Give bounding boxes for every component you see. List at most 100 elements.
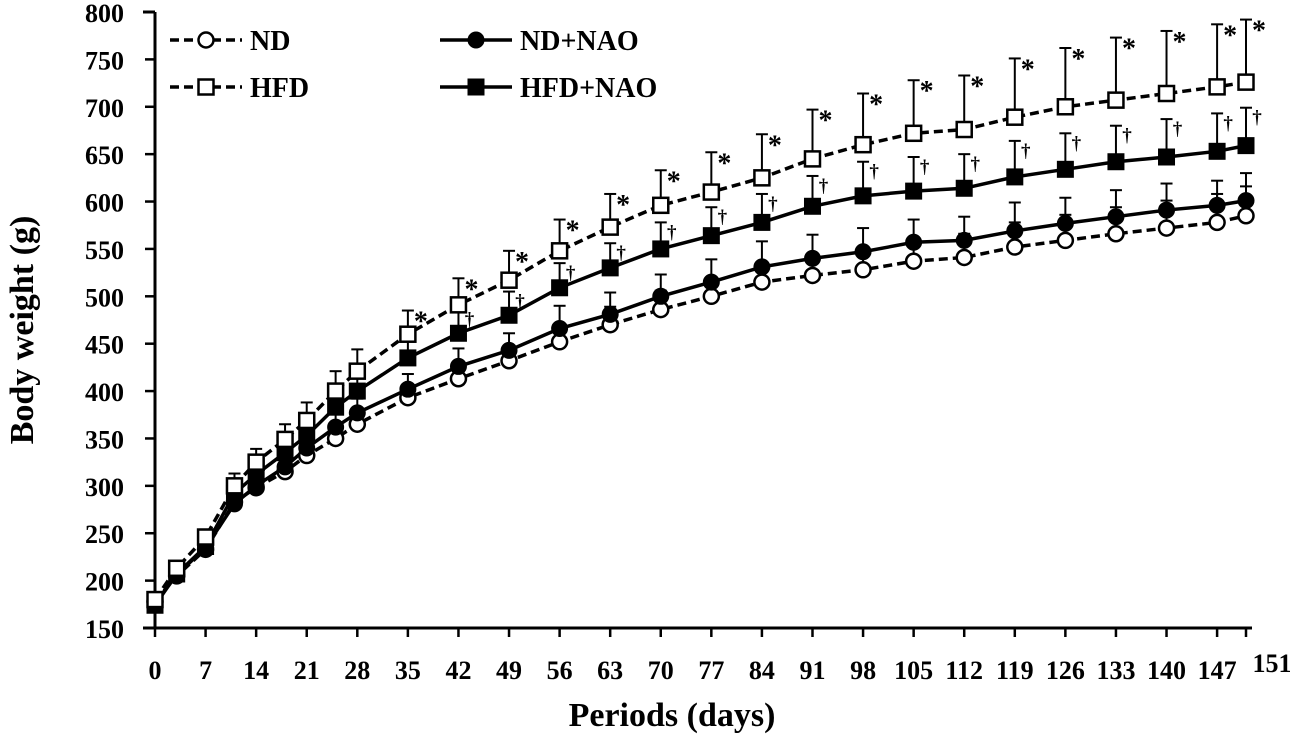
x-tick-label: 35 [395, 656, 421, 685]
legend-marker [197, 78, 215, 96]
data-point [753, 258, 771, 276]
data-point [854, 261, 872, 279]
y-axis-label: Body weight (g) [4, 216, 41, 445]
x-tick-label: 84 [749, 656, 775, 685]
significance-dagger: † [1072, 133, 1082, 154]
legend-marker [467, 78, 485, 96]
data-point [500, 271, 518, 289]
y-tick-label: 150 [85, 615, 124, 644]
y-tick-label: 600 [85, 189, 124, 218]
significance-star: * [1122, 34, 1136, 65]
data-point [326, 382, 345, 400]
legend-marker [197, 31, 215, 49]
legend-item-hfd-nao: HFD+NAO [440, 73, 657, 104]
y-tick-label: 300 [85, 473, 124, 502]
data-point [702, 183, 721, 201]
significance-dagger: † [616, 243, 626, 264]
data-point [753, 273, 771, 291]
y-tick-label: 650 [85, 141, 124, 170]
significance-star: * [566, 216, 580, 247]
series-points-nd-nao [146, 192, 1255, 612]
significance-star: * [869, 90, 883, 121]
data-point [1158, 201, 1176, 219]
x-tick-label: 21 [294, 656, 320, 685]
y-tick-label: 750 [85, 46, 124, 75]
significance-star: * [1223, 20, 1237, 51]
data-point [146, 590, 164, 609]
legend-item-nd-nao: ND+NAO [440, 26, 639, 57]
x-tick-label: 70 [648, 656, 674, 685]
data-point [551, 279, 569, 297]
significance-star: * [818, 106, 832, 137]
data-point [753, 213, 771, 231]
data-point [955, 179, 973, 197]
error-bars-hfd-nao [149, 106, 1252, 606]
x-tick-label: 105 [894, 656, 933, 685]
data-point [276, 458, 294, 476]
data-point [449, 324, 467, 342]
legend: ND ND+NAO HFD HFD+NAO [170, 26, 657, 104]
significance-star: * [1021, 54, 1035, 85]
data-point [803, 249, 821, 267]
data-point [276, 430, 294, 449]
data-point [1006, 222, 1024, 240]
data-point [1237, 137, 1255, 155]
data-point [449, 296, 468, 314]
data-point [1006, 238, 1024, 256]
data-point [1208, 78, 1226, 96]
significance-star: * [1071, 44, 1085, 75]
data-point [1157, 219, 1176, 237]
x-tick-label: 56 [547, 656, 573, 685]
x-tick-label: 7 [199, 656, 212, 685]
data-point [1056, 214, 1074, 232]
data-point [601, 218, 619, 236]
data-point [955, 231, 973, 249]
data-point [1208, 142, 1226, 160]
data-point [1006, 108, 1024, 126]
x-tick-label: 42 [445, 656, 471, 685]
significance-dagger: † [768, 194, 778, 215]
series-points-nd [146, 207, 1255, 611]
legend-label: HFD [250, 73, 309, 104]
significance-star: * [768, 130, 782, 161]
data-point [1107, 208, 1125, 226]
data-point [247, 453, 265, 471]
data-point [904, 252, 923, 270]
y-tick-label: 550 [85, 236, 124, 265]
significance-star: * [920, 76, 934, 107]
x-tick-label: 133 [1096, 656, 1135, 685]
data-point [1107, 153, 1125, 171]
data-point [1208, 213, 1226, 232]
significance-star: * [464, 274, 478, 305]
data-point [955, 120, 973, 139]
significance-dagger: † [465, 310, 475, 331]
data-point [803, 266, 822, 285]
legend-label: HFD+NAO [520, 73, 657, 104]
data-point [167, 559, 186, 578]
significance-dagger: † [667, 222, 677, 243]
x-tick-label: 147 [1198, 656, 1237, 685]
data-point [1208, 196, 1226, 214]
significance-dagger: † [718, 207, 728, 228]
y-tick-label: 450 [85, 331, 124, 360]
x-tick-label: 28 [344, 656, 370, 685]
significance-dagger: † [970, 154, 980, 175]
data-point [1237, 192, 1255, 210]
data-point [854, 243, 872, 261]
data-point [1237, 207, 1255, 225]
error-bars-hfd [149, 18, 1252, 600]
data-point [1056, 160, 1074, 178]
significance-dagger: † [819, 176, 829, 197]
data-point [348, 404, 366, 422]
x-tick-label: 126 [1046, 656, 1085, 685]
significance-dagger: † [1173, 119, 1183, 140]
significance-dagger: † [1021, 141, 1031, 162]
significance-star: * [616, 190, 630, 221]
data-point [298, 427, 316, 445]
legend-item-hfd: HFD [170, 73, 309, 104]
data-point [905, 182, 923, 200]
data-point [225, 477, 244, 495]
series-points-hfd-nao [146, 137, 1255, 614]
data-point [297, 411, 316, 430]
